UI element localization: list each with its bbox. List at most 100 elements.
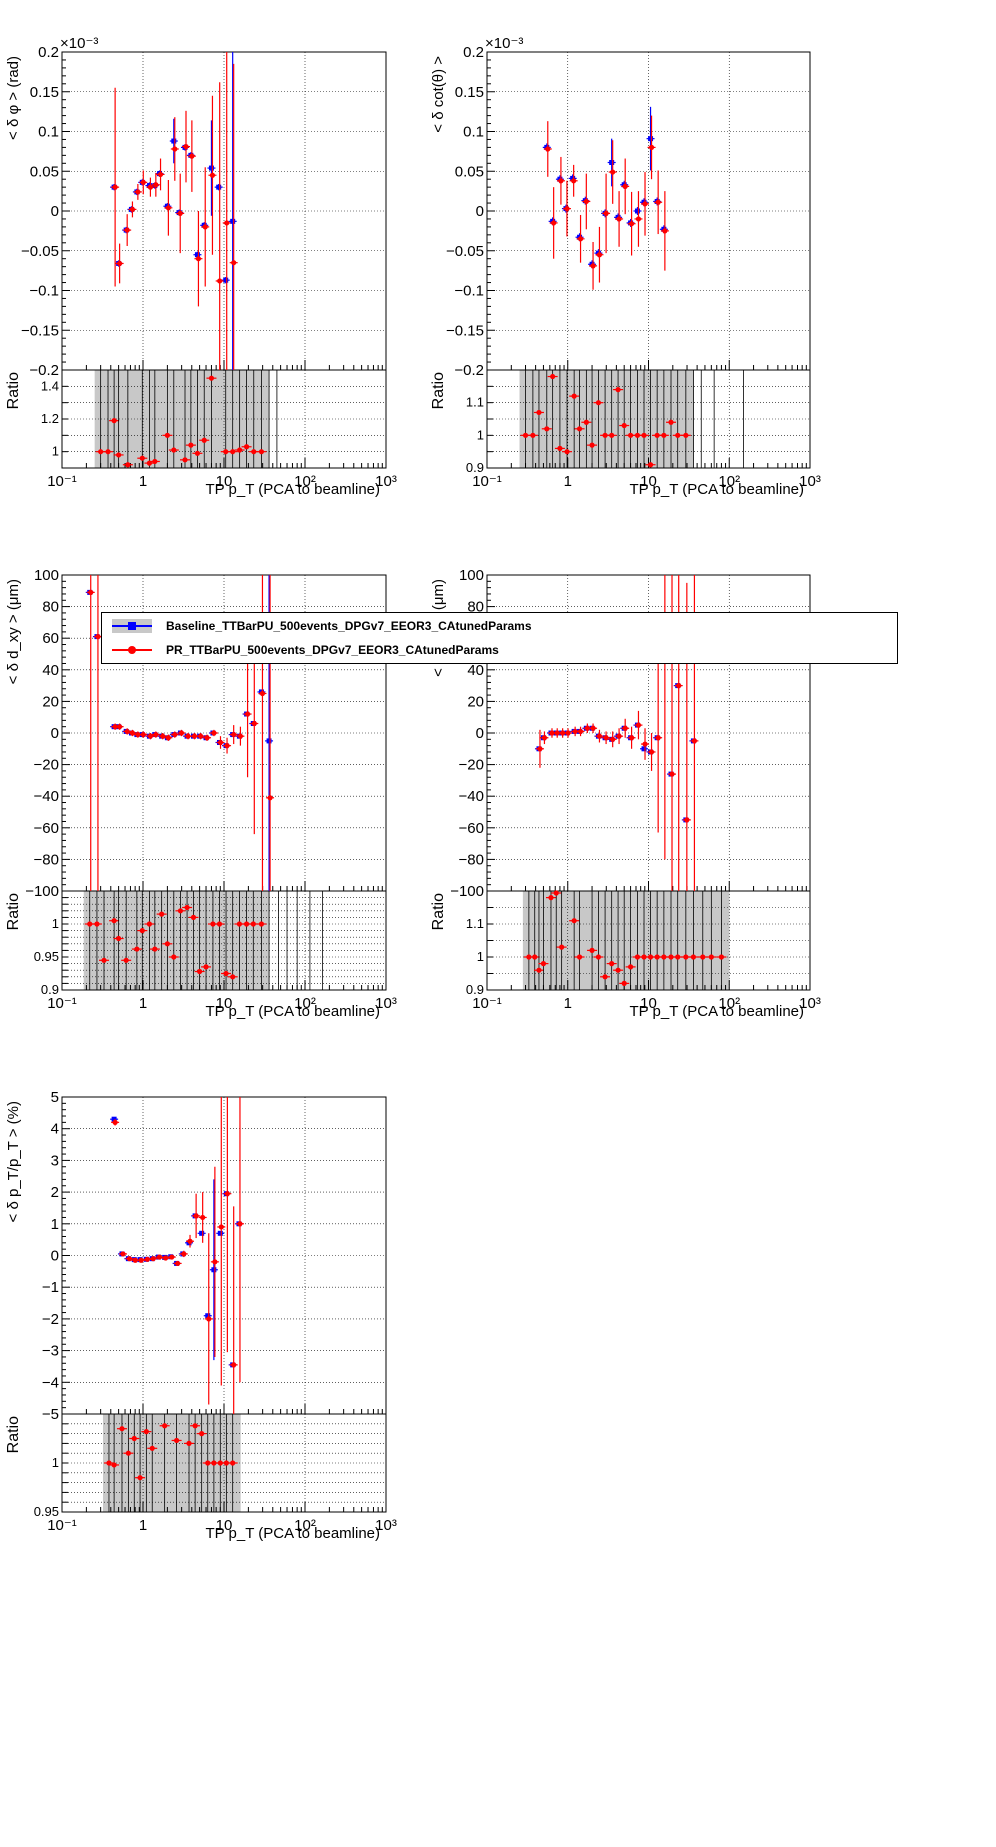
ratio-point [237, 447, 243, 453]
baseline-point [266, 738, 272, 744]
pr-series [543, 115, 669, 290]
ratio-point [111, 918, 117, 924]
pr-point [554, 730, 560, 736]
baseline-point [217, 1230, 223, 1236]
ratio-point [595, 400, 602, 406]
x-tick-label: 1 [139, 995, 147, 1012]
ratio-point [223, 449, 229, 455]
ratio-point [557, 445, 563, 451]
ratio-point [236, 921, 243, 927]
pr-point [135, 189, 141, 195]
ratio-point [217, 1460, 223, 1466]
pr-point [224, 743, 230, 749]
ratio-point [550, 373, 556, 380]
ratio-plot-frame [61, 1413, 387, 1513]
ratio-point [654, 954, 660, 960]
main-y-tick-label: −40 [34, 788, 59, 805]
baseline-point [171, 138, 177, 144]
pr-point [212, 1259, 218, 1265]
pr-point [676, 683, 682, 689]
ratio-point [553, 890, 559, 896]
ratio-point [164, 432, 170, 438]
pr-point [610, 736, 616, 742]
pr-point [138, 1257, 144, 1263]
pr-point [198, 733, 204, 739]
main-y-tick-label: −0.05 [21, 243, 59, 260]
ratio-point [162, 1423, 168, 1429]
legend-label-baseline: Baseline_TTBarPU_500events_DPGv7_EEOR3_C… [166, 619, 532, 633]
pr-point [231, 260, 237, 266]
x-tick-label: 10 [640, 995, 657, 1012]
pr-point [622, 183, 628, 189]
ratio-point [718, 954, 725, 960]
main-y-tick-label: 40 [42, 662, 59, 679]
legend-entry-pr: PR_TTBarPU_500events_DPGv7_EEOR3_CAtuned… [112, 640, 499, 660]
legend-circle-marker [128, 646, 136, 654]
pr-point [117, 724, 123, 730]
ratio-point [152, 946, 158, 952]
pr-point [537, 746, 543, 752]
ratio-y-axis-title: Ratio [430, 372, 447, 409]
pr-point [165, 205, 171, 211]
pr-point [628, 221, 635, 227]
pr-point [610, 169, 616, 175]
pr-point [132, 1257, 138, 1263]
ratio-point [216, 921, 223, 927]
main-y-tick-label: 20 [42, 693, 59, 710]
pr-point [204, 735, 210, 741]
pr-point [662, 228, 668, 234]
ratio-point [230, 1460, 236, 1466]
ratio-point [149, 1445, 155, 1451]
ratio-y-tick-label: 0.9 [466, 982, 484, 997]
x-tick-label: 10³ [375, 473, 397, 490]
pr-point [259, 690, 266, 697]
ratio-point [634, 954, 641, 960]
pr-point [628, 735, 635, 741]
ratio-point [668, 954, 674, 960]
ratio-y-tick-label: 1 [477, 427, 484, 442]
ratio-point [647, 462, 654, 468]
pr-point [206, 1316, 212, 1322]
ratio-point [522, 432, 529, 438]
ratio-point [190, 914, 197, 921]
x-axis-title: TP p_T (PCA to beamline) [205, 1003, 380, 1020]
pr-point [583, 198, 589, 205]
x-tick-label: 10⁻¹ [472, 473, 502, 490]
pr-point [124, 227, 130, 233]
pr-point [577, 728, 584, 735]
baseline-point [223, 277, 229, 283]
pr-point [635, 216, 642, 222]
pr-point [88, 589, 94, 595]
main-y-tick-label: −0.1 [454, 283, 484, 300]
ratio-point [571, 918, 577, 924]
pr-point [571, 178, 577, 184]
ratio-point [602, 974, 608, 980]
ratio-series [523, 890, 727, 990]
pr-point [200, 1214, 206, 1221]
x-tick-label: 10³ [799, 473, 821, 490]
main-y-tick-label: −20 [34, 757, 59, 774]
ratio-point [119, 1426, 125, 1432]
baseline-series [534, 651, 698, 823]
chart-panel-0: 0.2 0.15 0.1 0.05 0 −0.05 −0.1 −0.15 −0.21.4 1.2 1… [5, 35, 397, 498]
ratio-point [125, 462, 131, 468]
ratio-series [520, 370, 744, 468]
x-tick-label: 1 [139, 473, 147, 490]
main-y-tick-label: −0.2 [29, 362, 59, 379]
ratio-y-tick-label: 1 [52, 444, 59, 459]
main-y-tick-label: 0.1 [38, 124, 59, 141]
pr-point [217, 278, 223, 284]
pr-point [551, 220, 557, 226]
ratio-point [627, 432, 634, 438]
x-tick-label: 10² [718, 995, 740, 1012]
baseline-point [211, 1267, 217, 1273]
ratio-point [106, 1460, 112, 1466]
ratio-point [589, 442, 595, 448]
ratio-point [111, 418, 117, 424]
pr-point [616, 733, 622, 739]
baseline-point [216, 184, 222, 190]
baseline-point [641, 746, 647, 752]
pr-point [147, 733, 154, 739]
ratio-point [559, 944, 565, 950]
